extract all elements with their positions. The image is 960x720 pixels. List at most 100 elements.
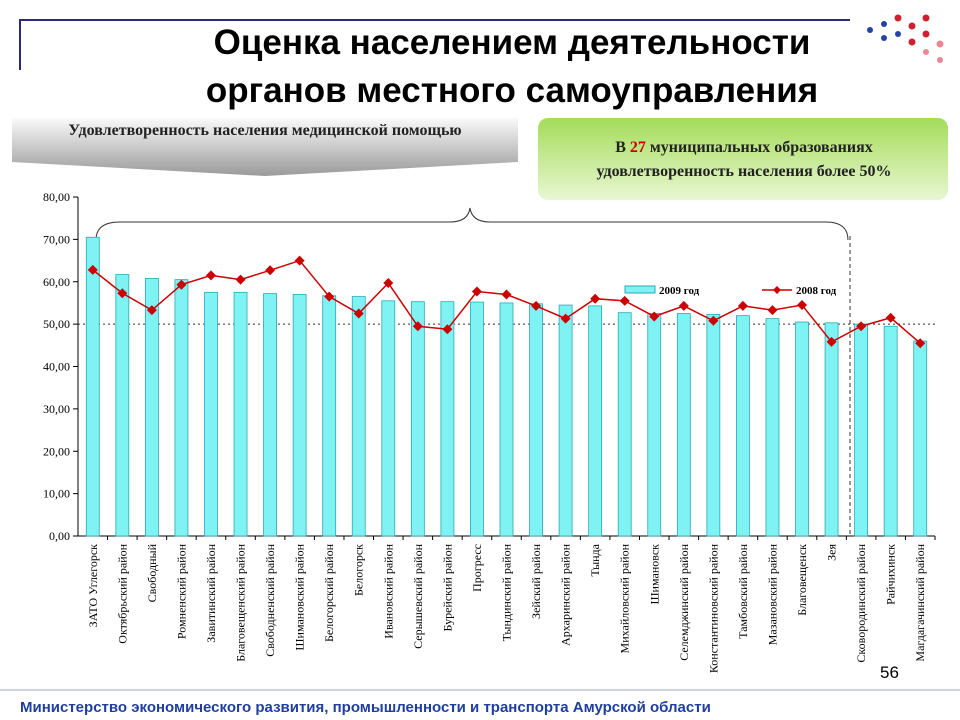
marker (294, 255, 305, 266)
x-tick-label: Селемджинский район (677, 543, 691, 660)
note-number: 27 (629, 139, 646, 156)
page-number: 56 (880, 663, 899, 682)
y-tick-label: 20,00 (43, 444, 70, 458)
y-tick-label: 70,00 (43, 232, 70, 246)
x-tick-label: Сковородинский район (854, 543, 868, 662)
y-tick-label: 60,00 (43, 275, 70, 289)
legend-label: 2008 год (796, 285, 837, 297)
x-tick-label: Завитинский район (204, 543, 218, 642)
marker (531, 300, 542, 311)
bar (470, 301, 484, 537)
plot: 0,00 10,00 20,00 30,00 40,00 50,00 60,00 70,00 8… (43, 190, 936, 673)
banner-box: Удовлетворенность населения медицинской … (68, 122, 462, 139)
marker (205, 270, 216, 281)
x-tick-label: Свободненский район (263, 543, 277, 656)
logo-dots (867, 14, 944, 63)
bar (322, 295, 337, 537)
note-wrap: В 27 муниципальных образованиях удовлетв… (545, 136, 943, 184)
x-tick-label: Бурейский район (440, 543, 454, 631)
marker (649, 311, 660, 322)
x-tick-label: Мазановский район (765, 543, 779, 645)
y-tick-label: 80,00 (43, 190, 70, 204)
bar (736, 315, 750, 537)
bar (115, 274, 130, 537)
bar (174, 279, 189, 537)
marker (324, 291, 335, 302)
bar (292, 294, 307, 537)
y-tick-label: 10,00 (43, 487, 70, 501)
marker (856, 321, 867, 332)
marker (383, 278, 394, 289)
x-tick-label: Магдагачинский район (913, 543, 927, 661)
x-tick-label: Белогорск (352, 544, 366, 596)
marker (501, 289, 512, 300)
title: Оценка населением деятельности (214, 23, 811, 62)
y-tick-label: 0,00 (49, 529, 70, 543)
bar (351, 296, 366, 537)
x-tick-label: Прогресс (470, 544, 484, 592)
bar (617, 312, 632, 537)
x-tick-label: Серышевский район (411, 543, 425, 648)
note-prefix: В (615, 139, 626, 156)
marker (708, 315, 719, 326)
marker (678, 300, 689, 311)
bar (144, 277, 159, 537)
bar (765, 318, 780, 537)
frame-line (19, 19, 850, 70)
bar (381, 300, 396, 537)
banner-text: Удовлетворенность населения медицинской … (68, 122, 462, 139)
bar (85, 236, 100, 537)
marker (767, 305, 778, 316)
bar (706, 313, 721, 537)
x-tick-label: Белогорский район (322, 543, 336, 642)
marker (176, 279, 187, 290)
x-tick-label: Тында (588, 543, 602, 576)
marker (235, 274, 246, 285)
bar (676, 313, 691, 537)
marker (265, 265, 276, 276)
x-tick-label: Ивановский район (381, 543, 395, 638)
legend-label: 2009 год (659, 285, 700, 297)
marker (560, 313, 571, 324)
x-tick-label: Октябрьский район (115, 543, 129, 643)
x-tick-label: ЗАТО Углегорск (86, 544, 100, 627)
note: В 27 муниципальных образованиях удовлетв… (545, 136, 943, 184)
x-tick-label: Райчихинск (884, 544, 898, 605)
y-tick-label: 40,00 (43, 360, 70, 374)
marker (412, 321, 423, 332)
bar (913, 340, 928, 537)
marker (442, 324, 453, 335)
note-text: муниципальных образованиях удовлетворенн… (596, 139, 892, 180)
x-tick-label: Свободный (145, 543, 159, 602)
bar (263, 293, 277, 537)
y-tick-label: 50,00 (43, 317, 70, 331)
legend-swatch (624, 285, 656, 294)
marker (885, 312, 896, 323)
bar (795, 321, 809, 537)
x-tick-label: Тындинский район (500, 543, 514, 641)
marker (590, 293, 601, 304)
bar (499, 302, 514, 537)
marker (146, 305, 157, 316)
bar (854, 323, 869, 537)
legend-marker (773, 286, 781, 294)
bar (410, 301, 425, 537)
marker (797, 300, 808, 311)
footer: Министерство экономического развития, пр… (20, 699, 711, 716)
x-tick-label: Архаринский район (559, 543, 573, 645)
x-tick-label: Зея (825, 544, 839, 561)
marker (471, 286, 482, 297)
marker (353, 308, 364, 319)
bar (204, 291, 218, 537)
marker (619, 295, 630, 306)
marker (117, 288, 128, 299)
x-tick-label: Тамбовский район (736, 543, 750, 638)
x-tick-label: Благовещенск (795, 544, 809, 616)
x-tick-label: Михайловский район (618, 543, 632, 653)
bar (883, 325, 898, 537)
x-tick-label: Шимановский район (293, 543, 307, 650)
bar (440, 301, 455, 537)
bar (529, 303, 543, 537)
x-tick-label: Константиновский район (706, 543, 720, 673)
